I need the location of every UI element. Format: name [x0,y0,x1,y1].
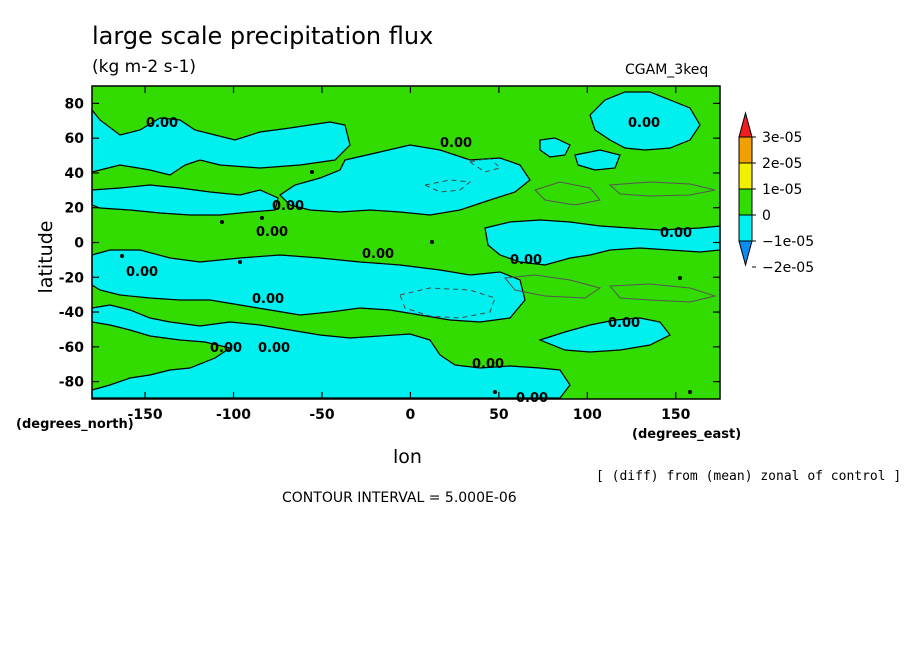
thin-contour [504,274,602,299]
blob [220,220,224,224]
colorbar-label: 1e-05 [762,182,802,198]
colorbar-segment [738,162,753,190]
contour-label: 0.00 [126,265,158,280]
y-tick-label: 40 [65,166,85,182]
run-label: CGAM_3keq [625,62,709,78]
colorbar: 3e-05 2e-05 1e-05 0 −1e-05 −2e-05 [738,111,814,276]
x-tick-label: 0 [406,407,416,423]
blob [493,390,497,394]
y-axis-label: latitude [35,220,57,294]
contour-label: 0.00 [628,116,660,131]
chart-subtitle: (kg m-2 s-1) [92,57,197,77]
x-tick-label: -50 [309,407,335,423]
colorbar-label: 3e-05 [762,130,802,146]
negative-region [91,184,279,216]
chart-title: large scale precipitation flux [92,22,434,50]
colorbar-arrow-bottom [738,240,753,267]
blob [678,276,682,280]
thin-contour [534,181,601,206]
blob [260,216,264,220]
contour-labels: 0.00 0.00 0.00 0.00 0.00 0.00 0.00 0.00 … [126,116,692,406]
contour-label: 0.00 [258,341,290,356]
blob [688,390,692,394]
contour-label: 0.00 [256,225,288,240]
y-tick-label: 60 [65,131,85,147]
contour-label: 0.00 [510,253,542,268]
plot-area: 0.00 0.00 0.00 0.00 0.00 0.00 0.00 0.00 … [91,85,721,406]
dashed-contour [399,287,496,319]
y-axis-unit: (degrees_north) [16,417,134,432]
x-axis-unit: (degrees_east) [632,427,741,442]
contour-label: 0.00 [272,199,304,214]
y-tick-label: -60 [59,340,85,356]
x-tick-label: 100 [573,407,602,423]
x-tick-label: -100 [216,407,251,423]
negative-regions [91,91,721,399]
blob [238,260,242,264]
x-tick-label: 50 [489,407,509,423]
y-tick-label: 20 [65,201,85,217]
colorbar-label: 2e-05 [762,156,802,172]
thin-contour [608,181,716,197]
negative-region [589,91,701,151]
contour-label: 0.00 [472,357,504,372]
dashed-contour [423,179,472,193]
blob [430,240,434,244]
negative-region [574,149,621,171]
comparison-note: [ (diff) from (mean) zonal of control ] [596,469,902,484]
blob [310,170,314,174]
thin-contour [608,283,717,303]
y-axis: 80 60 40 20 0 -20 -40 -60 -80 [59,96,720,391]
x-axis: -150 -100 -50 0 50 100 150 [128,86,691,423]
y-tick-label: -20 [59,270,85,286]
contour-label: 0.00 [210,341,242,356]
colorbar-segment [738,188,753,216]
colorbar-label: −2e-05 [762,260,814,276]
x-tick-label: -150 [128,407,163,423]
blob [120,254,124,258]
y-tick-label: -40 [59,305,85,321]
contour-label: 0.00 [146,116,178,131]
y-tick-label: 80 [65,96,85,112]
contour-label: 0.00 [362,247,394,262]
x-tick-label: 150 [661,407,690,423]
contour-label: 0.00 [252,292,284,307]
dashed-contours [399,157,501,319]
dashed-contour [468,157,501,173]
colorbar-arrow-top [738,111,753,138]
negative-region [539,137,571,158]
contour-label: 0.00 [608,316,640,331]
contour-label: 0.00 [660,226,692,241]
negative-region [91,108,351,176]
negative-region [538,317,671,353]
colorbar-segment [738,136,753,164]
y-tick-label: 0 [74,236,84,252]
negative-region [91,249,526,323]
y-tick-label: -80 [59,375,85,391]
colorbar-segment [738,214,753,242]
contour-interval-note: CONTOUR INTERVAL = 5.000E-06 [282,490,517,506]
negative-region [91,304,571,399]
small-blobs [120,170,692,394]
thin-positive-contours [504,181,717,303]
negative-region [484,219,721,266]
colorbar-label: −1e-05 [762,234,814,250]
colorbar-label: 0 [762,208,771,224]
contour-label: 0.00 [440,136,472,151]
x-axis-label: lon [393,446,422,468]
negative-region [279,144,531,216]
